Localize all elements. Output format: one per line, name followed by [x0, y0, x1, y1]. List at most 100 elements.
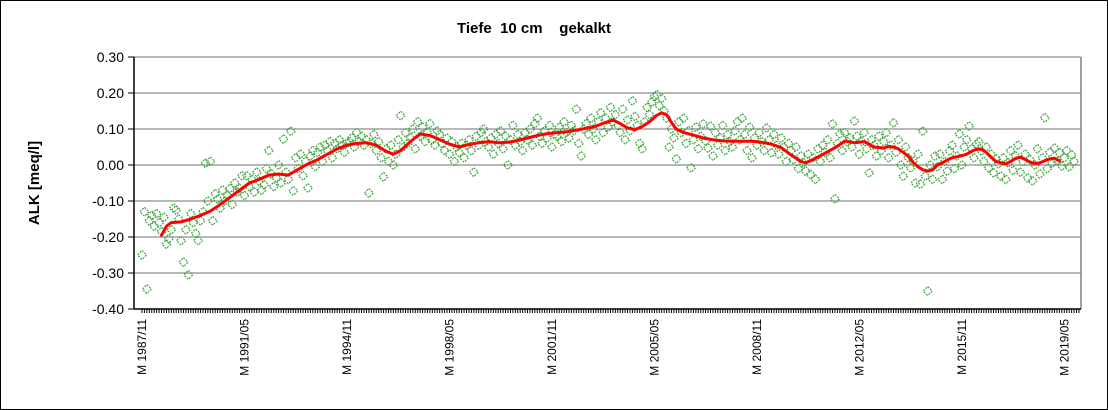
scatter-point — [873, 130, 885, 142]
scatter-point — [753, 127, 765, 138]
scatter-point — [507, 120, 519, 131]
scatter-point — [778, 141, 790, 153]
scatter-point — [512, 129, 524, 140]
scatter-point — [822, 134, 833, 146]
scatter-point — [192, 235, 204, 246]
scatter-point — [844, 132, 855, 144]
scatter-point — [595, 107, 607, 119]
scatter-point — [702, 142, 714, 154]
scatter-point — [849, 115, 860, 127]
scatter-point — [185, 208, 197, 219]
scatter-point — [832, 138, 843, 149]
scatter-point — [1051, 155, 1063, 167]
scatter-point — [200, 157, 211, 169]
scatter-point — [878, 136, 890, 147]
scatter-point — [280, 166, 292, 178]
scatter-point — [344, 136, 355, 147]
scatter-point — [649, 91, 660, 102]
scatter-point — [861, 143, 873, 155]
scatter-point — [768, 129, 780, 140]
scatter-point — [326, 152, 338, 164]
scatter-point — [739, 129, 751, 140]
gridlines-layer — [134, 56, 1081, 274]
scatter-point — [566, 120, 577, 131]
scatter-point — [424, 118, 436, 129]
scatter-point — [929, 150, 941, 162]
scatter-point — [346, 132, 358, 144]
scatter-point — [1022, 172, 1034, 184]
scatter-point — [958, 141, 970, 153]
scatter-point — [212, 193, 223, 205]
scatter-point — [497, 143, 509, 155]
scatter-point — [1058, 152, 1070, 164]
scatter-point — [590, 134, 602, 146]
scatter-point — [980, 141, 992, 153]
scatter-point — [802, 148, 814, 160]
scatter-point — [527, 139, 538, 151]
scatter-point — [756, 136, 768, 147]
scatter-point — [1054, 147, 1065, 159]
scatter-point — [622, 114, 633, 126]
x-tick-label: M 2015/11 — [955, 319, 969, 375]
scatter-point — [222, 190, 233, 201]
scatter-point — [727, 141, 738, 153]
scatter-point — [519, 127, 531, 138]
scatter-point — [949, 163, 960, 174]
scatter-point — [370, 145, 382, 156]
scatter-point — [1041, 163, 1053, 174]
scatter-point — [627, 95, 638, 107]
scatter-point — [217, 184, 228, 196]
scatter-point — [836, 145, 848, 156]
x-tick-label: M 2005/05 — [647, 319, 661, 376]
scatter-point — [1032, 143, 1043, 155]
scatter-point — [658, 105, 670, 117]
scatter-point — [556, 136, 568, 147]
scatter-point — [488, 148, 499, 160]
scatter-point — [485, 132, 497, 144]
scatter-point — [895, 159, 907, 171]
scatter-point — [678, 112, 690, 124]
scatter-point — [351, 127, 363, 138]
scatter-point — [646, 96, 658, 108]
scatter-point — [161, 238, 172, 250]
scatter-point — [419, 136, 431, 147]
scatter-point — [744, 121, 755, 133]
scatter-point — [780, 156, 792, 167]
scatter-point — [173, 213, 184, 225]
scatter-point — [592, 116, 604, 128]
scatter-point — [334, 134, 345, 146]
scatter-point — [204, 156, 216, 167]
scatter-point — [766, 147, 777, 159]
scatter-point — [639, 116, 650, 128]
scatter-point — [858, 127, 870, 138]
scatter-point — [705, 120, 716, 132]
scatter-point — [683, 125, 694, 137]
scatter-point — [934, 148, 946, 160]
scatter-point — [336, 139, 348, 151]
scatter-point — [888, 117, 899, 129]
scatter-point — [995, 170, 1007, 182]
scatter-point — [868, 139, 880, 151]
scatter-point — [302, 182, 314, 194]
scatter-point — [824, 152, 836, 164]
scatter-point — [136, 249, 148, 261]
chart-title: Tiefe 10 cm gekalkt — [457, 20, 611, 37]
scatter-point — [239, 190, 250, 201]
scatter-point — [380, 143, 392, 155]
scatter-point — [312, 147, 324, 158]
scatter-point — [495, 125, 507, 137]
scatter-point — [529, 118, 541, 129]
trend-line-series — [160, 111, 1061, 237]
scatter-point — [985, 148, 997, 160]
scatter-point — [795, 150, 807, 162]
scatter-point — [190, 228, 202, 239]
scatter-point — [893, 134, 904, 146]
y-tick-label: 0.10 — [97, 121, 124, 137]
x-tick-label: M 1987/11 — [135, 319, 149, 375]
scatter-point — [431, 125, 443, 137]
scatter-point — [251, 166, 263, 178]
scatter-point — [600, 112, 611, 124]
scatter-point — [927, 174, 938, 185]
scatter-point — [202, 195, 214, 207]
